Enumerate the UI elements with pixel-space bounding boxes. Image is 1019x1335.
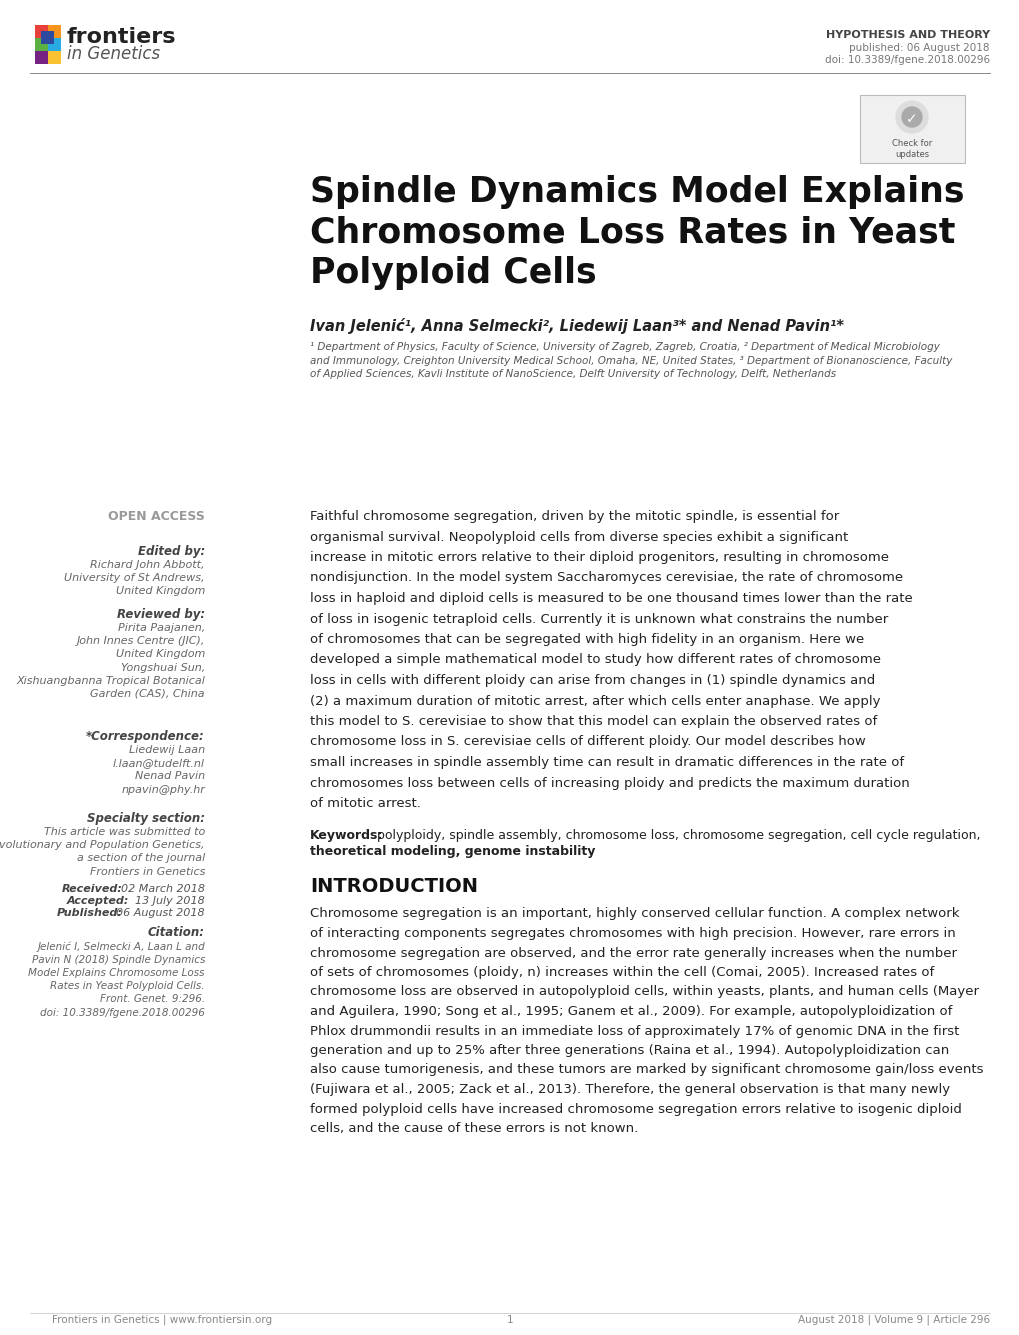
Text: Published:: Published: xyxy=(57,908,123,918)
Bar xyxy=(48,51,61,64)
Text: of loss in isogenic tetraploid cells. Currently it is unknown what constrains th: of loss in isogenic tetraploid cells. Cu… xyxy=(310,613,888,626)
Text: ✓: ✓ xyxy=(905,112,917,125)
Text: chromosome segregation are observed, and the error rate generally increases when: chromosome segregation are observed, and… xyxy=(310,947,956,960)
Text: Liedewij Laan
l.laan@tudelft.nl
Nenad Pavin
npavin@phy.hr: Liedewij Laan l.laan@tudelft.nl Nenad Pa… xyxy=(113,745,205,794)
Text: ¹ Department of Physics, Faculty of Science, University of Zagreb, Zagreb, Croat: ¹ Department of Physics, Faculty of Scie… xyxy=(310,342,952,379)
Text: Frontiers in Genetics | www.frontiersin.org: Frontiers in Genetics | www.frontiersin.… xyxy=(52,1315,272,1326)
Text: chromosome loss are observed in autopolyploid cells, within yeasts, plants, and : chromosome loss are observed in autopoly… xyxy=(310,985,978,999)
Text: Spindle Dynamics Model Explains
Chromosome Loss Rates in Yeast
Polyploid Cells: Spindle Dynamics Model Explains Chromoso… xyxy=(310,175,964,291)
Text: (Fujiwara et al., 2005; Zack et al., 2013). Therefore, the general observation i: (Fujiwara et al., 2005; Zack et al., 201… xyxy=(310,1083,949,1096)
Text: Pirita Paajanen,
John Innes Centre (JIC),
United Kingdom
Yongshuai Sun,
Xishuang: Pirita Paajanen, John Innes Centre (JIC)… xyxy=(16,623,205,700)
Text: of chromosomes that can be segregated with high fidelity in an organism. Here we: of chromosomes that can be segregated wi… xyxy=(310,633,863,646)
Circle shape xyxy=(901,107,921,127)
Text: INTRODUCTION: INTRODUCTION xyxy=(310,877,478,897)
Text: small increases in spindle assembly time can result in dramatic differences in t: small increases in spindle assembly time… xyxy=(310,756,903,769)
Text: Phlox drummondii results in an immediate loss of approximately 17% of genomic DN: Phlox drummondii results in an immediate… xyxy=(310,1024,959,1037)
Text: published: 06 August 2018: published: 06 August 2018 xyxy=(849,43,989,53)
Text: of mitotic arrest.: of mitotic arrest. xyxy=(310,797,421,810)
Text: chromosomes loss between cells of increasing ploidy and predicts the maximum dur: chromosomes loss between cells of increa… xyxy=(310,777,909,789)
Bar xyxy=(41,31,54,44)
Text: nondisjunction. In the model system Saccharomyces cerevisiae, the rate of chromo: nondisjunction. In the model system Sacc… xyxy=(310,571,902,585)
Text: 02 March 2018: 02 March 2018 xyxy=(121,884,205,894)
Text: Citation:: Citation: xyxy=(148,926,205,939)
FancyBboxPatch shape xyxy=(859,95,964,163)
Text: Accepted:: Accepted: xyxy=(66,896,128,906)
Text: OPEN ACCESS: OPEN ACCESS xyxy=(108,510,205,523)
Text: increase in mitotic errors relative to their diploid progenitors, resulting in c: increase in mitotic errors relative to t… xyxy=(310,551,889,563)
Text: this model to S. cerevisiae to show that this model can explain the observed rat: this model to S. cerevisiae to show that… xyxy=(310,716,876,728)
Text: and Aguilera, 1990; Song et al., 1995; Ganem et al., 2009). For example, autopol: and Aguilera, 1990; Song et al., 1995; G… xyxy=(310,1005,952,1019)
Text: This article was submitted to
Evolutionary and Population Genetics,
a section of: This article was submitted to Evolutiona… xyxy=(0,826,205,877)
Text: polyploidy, spindle assembly, chromosome loss, chromosome segregation, cell cycl: polyploidy, spindle assembly, chromosome… xyxy=(377,829,979,842)
Text: also cause tumorigenesis, and these tumors are marked by significant chromosome : also cause tumorigenesis, and these tumo… xyxy=(310,1064,982,1076)
Text: Check for
updates: Check for updates xyxy=(891,139,931,159)
Text: of interacting components segregates chromosomes with high precision. However, r: of interacting components segregates chr… xyxy=(310,926,955,940)
Text: Received:: Received: xyxy=(62,884,123,894)
Text: organismal survival. Neopolyploid cells from diverse species exhibit a significa: organismal survival. Neopolyploid cells … xyxy=(310,530,848,543)
Text: of sets of chromosomes (ploidy, n) increases within the cell (Comai, 2005). Incr: of sets of chromosomes (ploidy, n) incre… xyxy=(310,967,933,979)
Text: Richard John Abbott,
University of St Andrews,
United Kingdom: Richard John Abbott, University of St An… xyxy=(64,559,205,597)
Text: Specialty section:: Specialty section: xyxy=(87,812,205,825)
Text: 1: 1 xyxy=(506,1315,513,1326)
Text: Jelenić I, Selmecki A, Laan L and
Pavin N (2018) Spindle Dynamics
Model Explains: Jelenić I, Selmecki A, Laan L and Pavin … xyxy=(29,941,205,1017)
Text: HYPOTHESIS AND THEORY: HYPOTHESIS AND THEORY xyxy=(825,29,989,40)
Text: *Correspondence:: *Correspondence: xyxy=(87,730,205,744)
Text: loss in cells with different ploidy can arise from changes in (1) spindle dynami: loss in cells with different ploidy can … xyxy=(310,674,874,688)
Text: chromosome loss in S. cerevisiae cells of different ploidy. Our model describes : chromosome loss in S. cerevisiae cells o… xyxy=(310,736,865,749)
Text: in Genetics: in Genetics xyxy=(67,45,160,63)
Text: Ivan Jelenić¹, Anna Selmecki², Liedewij Laan³* and Nenad Pavin¹*: Ivan Jelenić¹, Anna Selmecki², Liedewij … xyxy=(310,318,843,334)
Circle shape xyxy=(895,101,927,134)
Text: loss in haploid and diploid cells is measured to be one thousand times lower tha: loss in haploid and diploid cells is mea… xyxy=(310,591,912,605)
Text: (2) a maximum duration of mitotic arrest, after which cells enter anaphase. We a: (2) a maximum duration of mitotic arrest… xyxy=(310,694,879,708)
Bar xyxy=(35,51,48,64)
Text: Faithful chromosome segregation, driven by the mitotic spindle, is essential for: Faithful chromosome segregation, driven … xyxy=(310,510,839,523)
Text: Reviewed by:: Reviewed by: xyxy=(117,607,205,621)
Bar xyxy=(35,37,48,51)
Text: formed polyploid cells have increased chromosome segregation errors relative to : formed polyploid cells have increased ch… xyxy=(310,1103,961,1116)
Text: cells, and the cause of these errors is not known.: cells, and the cause of these errors is … xyxy=(310,1121,638,1135)
Text: generation and up to 25% after three generations (Raina et al., 1994). Autopolyp: generation and up to 25% after three gen… xyxy=(310,1044,949,1057)
Text: Keywords:: Keywords: xyxy=(310,829,383,842)
Text: Edited by:: Edited by: xyxy=(138,545,205,558)
Bar xyxy=(48,25,61,37)
Bar xyxy=(35,25,48,37)
Text: Chromosome segregation is an important, highly conserved cellular function. A co: Chromosome segregation is an important, … xyxy=(310,908,959,921)
Text: doi: 10.3389/fgene.2018.00296: doi: 10.3389/fgene.2018.00296 xyxy=(824,55,989,65)
Text: theoretical modeling, genome instability: theoretical modeling, genome instability xyxy=(310,845,595,857)
Text: developed a simple mathematical model to study how different rates of chromosome: developed a simple mathematical model to… xyxy=(310,654,880,666)
Text: 06 August 2018: 06 August 2018 xyxy=(116,908,205,918)
Text: frontiers: frontiers xyxy=(67,27,176,47)
Text: 13 July 2018: 13 July 2018 xyxy=(136,896,205,906)
Text: August 2018 | Volume 9 | Article 296: August 2018 | Volume 9 | Article 296 xyxy=(797,1315,989,1326)
Bar xyxy=(48,37,61,51)
